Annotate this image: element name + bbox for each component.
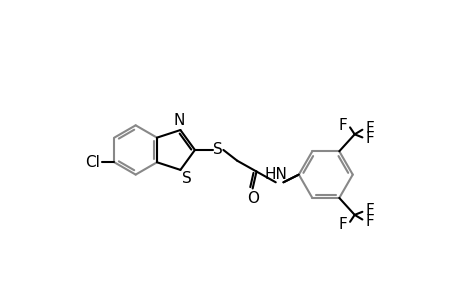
Text: F: F xyxy=(364,214,374,229)
Text: S: S xyxy=(213,142,223,158)
Text: F: F xyxy=(364,203,374,218)
Text: F: F xyxy=(337,118,346,133)
Text: F: F xyxy=(364,131,374,146)
Text: F: F xyxy=(364,121,374,136)
Text: HN: HN xyxy=(264,167,286,182)
Text: F: F xyxy=(337,217,346,232)
Text: S: S xyxy=(182,171,191,186)
Text: Cl: Cl xyxy=(84,155,100,170)
Text: O: O xyxy=(246,191,258,206)
Text: N: N xyxy=(174,113,185,128)
